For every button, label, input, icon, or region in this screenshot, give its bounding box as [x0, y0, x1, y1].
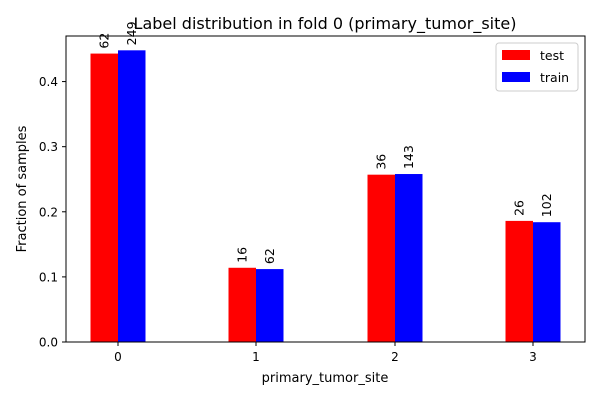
legend-swatch-test: [502, 50, 530, 60]
bar-test-3: [505, 220, 533, 342]
y-tick-label: 0.1: [39, 270, 58, 284]
bar-value-label-train-1: 62: [262, 248, 277, 264]
x-tick-label: 1: [252, 350, 260, 364]
bar-test-0: [90, 53, 118, 342]
y-axis-ticks: 0.0 0.1 0.2 0.3 0.4: [39, 75, 66, 350]
y-tick-label: 0.2: [39, 205, 58, 219]
y-axis-label: Fraction of samples: [15, 125, 30, 252]
legend-label-test: test: [540, 48, 564, 63]
bar-value-label-test-1: 16: [234, 247, 249, 263]
chart-title: Label distribution in fold 0 (primary_tu…: [134, 14, 517, 34]
y-tick-label: 0.4: [39, 75, 58, 89]
x-axis-ticks: 0 1 2 3: [114, 342, 537, 364]
legend-swatch-train: [502, 72, 530, 82]
bar-value-label-test-3: 26: [511, 200, 526, 216]
y-tick-label: 0.0: [39, 336, 58, 350]
bar-value-label-train-3: 102: [539, 193, 554, 217]
bars-group: [90, 50, 561, 343]
bar-train-2: [395, 174, 423, 342]
plot-frame: [65, 35, 586, 343]
x-axis-label: primary_tumor_site: [262, 371, 389, 386]
bar-labels-group: 62 249 16 62 36 143 26 102: [96, 21, 554, 264]
y-tick-label: 0.3: [39, 140, 58, 154]
legend: test train: [495, 42, 579, 92]
x-tick-label: 3: [529, 350, 537, 364]
bar-train-1: [256, 269, 284, 342]
bar-test-1: [228, 267, 256, 342]
bar-value-label-test-2: 36: [373, 154, 388, 170]
bar-value-label-train-2: 143: [401, 145, 416, 169]
bar-test-2: [367, 174, 395, 342]
legend-label-train: train: [540, 70, 569, 85]
bar-value-label-train-0: 249: [124, 21, 139, 45]
x-tick-label: 2: [391, 350, 399, 364]
x-tick-label: 0: [114, 350, 122, 364]
bar-train-0: [118, 50, 146, 343]
bar-value-label-test-0: 62: [96, 33, 111, 49]
bar-train-3: [533, 222, 561, 342]
